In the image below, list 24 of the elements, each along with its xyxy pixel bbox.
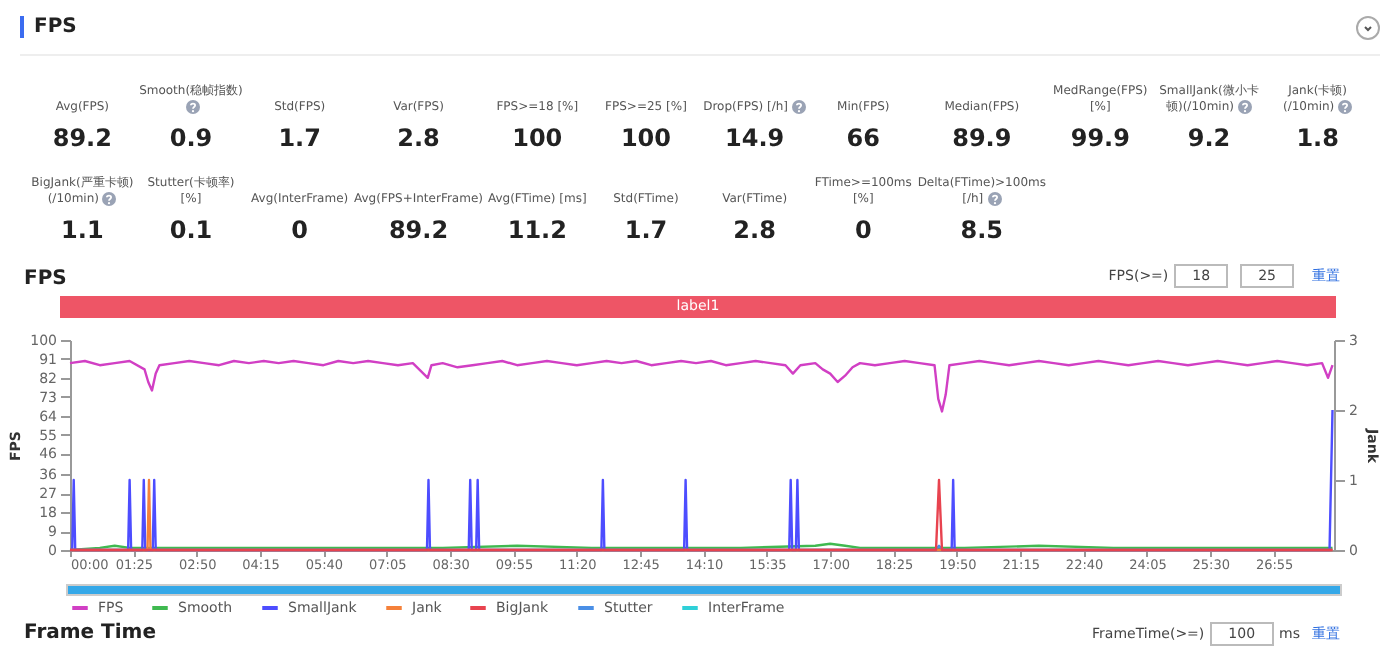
text: 0 xyxy=(852,216,874,244)
text: 89.9 xyxy=(950,124,1014,152)
chart-title: FPS xyxy=(24,268,67,290)
text: 100 xyxy=(510,124,565,152)
text: 89.2 xyxy=(386,216,451,244)
text: 0 xyxy=(289,216,310,244)
text: Frame Time xyxy=(24,622,157,644)
text: 1.8 xyxy=(1294,124,1341,152)
text: 99.9 xyxy=(1068,124,1132,152)
text: FPS xyxy=(20,16,77,38)
text: 2.8 xyxy=(395,124,442,152)
text: 9.2 xyxy=(1185,124,1233,152)
text: 66 xyxy=(844,124,882,152)
text: 0.1 xyxy=(167,216,215,244)
text: 11.2 xyxy=(505,216,569,244)
text: 89.2 xyxy=(50,124,114,152)
text: 1.1 xyxy=(59,216,106,244)
text: 0.9 xyxy=(167,124,215,152)
text: 8.5 xyxy=(958,216,1006,244)
text: 2.8 xyxy=(731,216,778,244)
text: 14.9 xyxy=(723,124,787,152)
text: 1.7 xyxy=(276,124,323,152)
text: 1.7 xyxy=(622,216,670,244)
text: 100 xyxy=(618,124,673,152)
